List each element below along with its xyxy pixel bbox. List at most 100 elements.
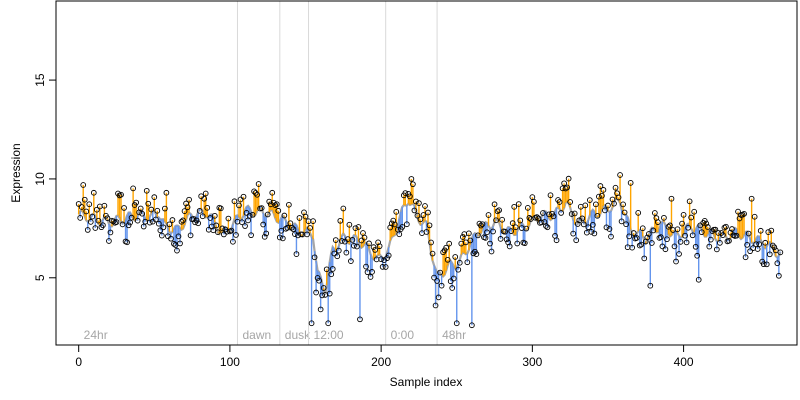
plot-frame <box>55 0 798 346</box>
data-point <box>515 201 522 207</box>
data-point <box>181 208 188 214</box>
data-point <box>629 244 636 251</box>
data-point <box>214 229 221 236</box>
data-point <box>231 198 238 205</box>
data-point <box>251 188 257 195</box>
data-point <box>178 218 185 225</box>
data-point <box>450 275 457 282</box>
data-point <box>84 227 91 233</box>
data-point <box>639 225 646 232</box>
data-point <box>417 216 424 223</box>
data-point <box>508 228 515 234</box>
data-point <box>582 202 589 209</box>
data-point <box>319 292 326 299</box>
data-point <box>239 219 245 226</box>
data-point <box>638 241 645 248</box>
data-point <box>438 282 445 289</box>
data-point <box>701 218 708 224</box>
data-point <box>317 306 324 313</box>
data-point <box>281 212 288 219</box>
data-point <box>485 212 492 218</box>
data-point <box>346 221 353 228</box>
data-point <box>279 235 286 242</box>
data-point <box>426 222 433 229</box>
data-point <box>171 240 177 247</box>
data-point <box>564 184 570 191</box>
data-point <box>676 251 682 257</box>
data-point <box>484 229 490 236</box>
x-tick-label: 300 <box>522 355 542 369</box>
data-point <box>77 215 84 221</box>
data-point <box>645 231 652 237</box>
data-point <box>561 180 567 187</box>
data-point <box>467 237 474 244</box>
data-point <box>145 200 152 207</box>
data-point <box>382 264 389 270</box>
data-point <box>354 243 360 250</box>
data-point <box>201 195 208 202</box>
data-point <box>363 263 369 270</box>
data-point <box>154 207 161 214</box>
data-point <box>651 210 658 216</box>
data-point <box>674 226 681 233</box>
data-point <box>462 239 469 246</box>
data-point <box>358 237 365 244</box>
data-point <box>80 182 87 188</box>
data-point <box>219 225 226 232</box>
data-point <box>332 237 339 243</box>
data-point <box>751 213 758 220</box>
data-point <box>125 222 132 229</box>
data-point <box>130 185 136 192</box>
data-point <box>741 210 747 217</box>
data-point <box>139 210 146 217</box>
data-point <box>589 221 596 228</box>
data-point <box>768 227 775 234</box>
data-point <box>736 215 743 222</box>
y-tick-label: 5 <box>33 274 47 281</box>
data-point <box>469 322 475 329</box>
data-point <box>92 225 99 231</box>
data-point <box>414 212 421 219</box>
data-point <box>715 230 722 236</box>
data-point <box>591 230 598 237</box>
data-point <box>187 232 194 239</box>
x-tick-label: 0 <box>75 355 82 369</box>
data-point <box>661 214 667 221</box>
data-point <box>494 208 501 215</box>
x-tick-label: 400 <box>674 355 694 369</box>
data-point <box>293 251 300 257</box>
data-point <box>509 220 516 226</box>
vertical-marker-label: dawn <box>242 328 271 342</box>
data-point <box>464 259 471 266</box>
data-point <box>698 229 705 236</box>
data-point <box>169 217 176 223</box>
data-point <box>196 208 203 214</box>
data-point <box>378 256 384 263</box>
data-point <box>106 238 112 244</box>
data-point <box>160 224 167 231</box>
data-point <box>155 220 162 227</box>
data-point <box>121 205 127 211</box>
data-point <box>143 187 150 194</box>
data-point <box>621 209 628 216</box>
data-point <box>434 278 440 284</box>
data-point <box>618 218 625 225</box>
data-point <box>594 212 601 219</box>
data-point <box>540 210 546 216</box>
data-point <box>772 247 779 254</box>
data-point <box>757 227 764 234</box>
data-point <box>151 194 158 200</box>
data-point <box>134 217 141 224</box>
data-point <box>249 211 256 218</box>
data-point <box>273 201 280 208</box>
data-point <box>597 183 604 189</box>
vertical-marker-layer: 24hr dawn dusk 12:00 0:00 48hr <box>84 1 466 345</box>
data-point <box>712 226 719 233</box>
data-point <box>523 225 530 232</box>
data-point <box>704 224 711 230</box>
data-point <box>680 211 687 218</box>
data-point <box>388 220 395 227</box>
data-point <box>276 234 283 241</box>
data-point <box>278 227 285 234</box>
data-point <box>685 224 691 231</box>
